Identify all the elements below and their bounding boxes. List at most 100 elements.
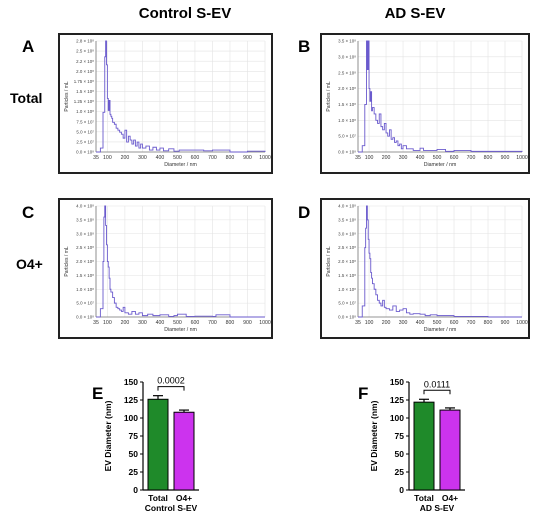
nta-a-x-tick-label: 400: [156, 155, 165, 161]
nta-b-x-axis-label: Diameter / nm: [424, 162, 457, 168]
nta-c-x-tick-label: 1000: [259, 320, 271, 326]
nta-b-y-tick-label: 3.5 × 10⁸: [338, 39, 356, 44]
nta-d-y-tick-label: 5.0 × 10⁷: [338, 301, 356, 306]
column-header-ad: AD S-EV: [384, 5, 446, 22]
nta-chart-d: 0.0 × 10⁸ 5.0 × 10⁷ 1.0 × 10⁸ 1.5 × 10⁸ 2.0 …: [326, 204, 528, 333]
nta-d-y-tick-label: 0.0 × 10⁸: [338, 315, 356, 320]
nta-d-x-tick-label: 400: [416, 320, 425, 326]
nta-c-y-tick-label: 5.0 × 10⁷: [76, 301, 94, 306]
nta-a-x-tick-label: 300: [138, 155, 147, 161]
nta-a-y-tick-label: 5.0 × 10⁷: [76, 129, 94, 134]
bar-e-y-tick-label: 25: [129, 467, 139, 477]
nta-d-y-tick-label: 3.0 × 10⁸: [338, 231, 356, 236]
nta-d-y-tick-label: 4.0 × 10⁸: [338, 204, 356, 209]
nta-a-y-tick-label: 0.0 × 10⁸: [76, 150, 94, 155]
bar-e-y-tick-label: 0: [133, 485, 138, 495]
nta-b-x-tick-label: 1000: [516, 155, 528, 161]
bar-e-y-tick-label: 100: [124, 413, 138, 423]
bar-f-y-tick-label: 75: [395, 431, 405, 441]
bar-f-x-axis-label: AD S-EV: [420, 503, 455, 513]
nta-a-x-tick-label: 200: [121, 155, 130, 161]
nta-c-y-tick-label: 1.0 × 10⁸: [76, 287, 94, 292]
nta-a-y-tick-label: 2.0 × 10⁸: [76, 69, 94, 74]
nta-b-y-tick-label: 5.0 × 10⁷: [338, 134, 356, 139]
bar-e-y-tick-label: 125: [124, 395, 138, 405]
bar-e-y-axis-label: EV Diameter (nm): [103, 400, 113, 471]
nta-panel-d: 0.0 × 10⁸ 5.0 × 10⁷ 1.0 × 10⁸ 1.5 × 10⁸ 2.0 …: [320, 198, 530, 339]
bar-e-y-tick-label: 75: [129, 431, 139, 441]
nta-c-x-tick-label: 900: [243, 320, 252, 326]
nta-b-x-tick-label: 400: [416, 155, 425, 161]
nta-a-y-tick-label: 2.5 × 10⁷: [76, 140, 94, 145]
nta-a-x-tick-label: 500: [173, 155, 182, 161]
panel-letter-f: F: [358, 384, 369, 403]
nta-d-y-tick-label: 2.5 × 10⁸: [338, 245, 356, 250]
nta-d-y-tick-label: 1.0 × 10⁸: [338, 287, 356, 292]
bar-f-y-tick-label: 100: [390, 413, 404, 423]
bar-f-y-tick-label: 50: [395, 449, 405, 459]
panel-letter-e: E: [92, 384, 104, 403]
nta-a-x-tick-label: 700: [208, 155, 217, 161]
nta-c-x-tick-label: 800: [226, 320, 235, 326]
panel-letter-a: A: [22, 37, 35, 56]
bar-e-significance-bracket: [157, 386, 185, 391]
bar-f-bar-o4: [439, 409, 461, 491]
nta-a-x-tick-label: 100: [103, 155, 112, 161]
nta-b-y-axis-label: Particles / mL: [326, 81, 332, 112]
nta-b-y-tick-label: 2.0 × 10⁸: [338, 86, 356, 91]
nta-b-y-tick-label: 1.0 × 10⁸: [338, 118, 356, 123]
nta-d-x-tick-label: 300: [399, 320, 408, 326]
nta-a-y-tick-label: 2.2 × 10⁸: [76, 59, 94, 64]
nta-c-x-tick-label: 300: [138, 320, 147, 326]
nta-c-x-tick-label: 100: [103, 320, 112, 326]
bar-e-x-axis-label: Control S-EV: [145, 503, 198, 513]
nta-b-x-tick-label: 900: [501, 155, 510, 161]
nta-a-y-tick-label: 2.8 × 10⁸: [76, 39, 94, 44]
bar-f-y-axis-label: EV Diameter (nm): [369, 400, 379, 471]
nta-c-trace: [96, 205, 265, 318]
nta-c-x-tick-label: 700: [208, 320, 217, 326]
nta-chart-c: 0.0 × 10⁸ 5.0 × 10⁷ 1.0 × 10⁸ 1.5 × 10⁸ 2.0 …: [64, 204, 271, 333]
nta-a-x-axis-label: Diameter / nm: [164, 162, 197, 168]
nta-a-y-tick-label: 1.5 × 10⁸: [76, 89, 94, 94]
nta-a-trace: [96, 40, 266, 153]
nta-c-x-tick-label: 35: [93, 320, 99, 326]
row-label-total: Total: [10, 90, 43, 106]
nta-d-x-tick-label: 35: [355, 320, 361, 326]
bar-f-y-tick-label: 25: [395, 467, 405, 477]
nta-b-x-tick-label: 800: [484, 155, 493, 161]
column-header-control: Control S-EV: [138, 5, 232, 22]
bar-f-y-tick-label: 125: [390, 395, 404, 405]
nta-a-x-tick-label: 1000: [259, 155, 271, 161]
nta-b-x-tick-label: 300: [399, 155, 408, 161]
bar-e-category-label: Total: [148, 493, 168, 503]
bar-chart-f: 0 25 50 75 100 125 150 Total O4+AD S-EV 0.0111 EV …: [369, 377, 465, 513]
nta-chart-b: 0.0 × 10⁸ 5.0 × 10⁷ 1.0 × 10⁸ 1.5 × 10⁸ 2.0 …: [326, 39, 528, 168]
nta-panel-c: 0.0 × 10⁸ 5.0 × 10⁷ 1.0 × 10⁸ 1.5 × 10⁸ 2.0 …: [58, 198, 273, 339]
nta-d-y-tick-label: 1.5 × 10⁸: [338, 273, 356, 278]
nta-b-y-tick-label: 3.0 × 10⁸: [338, 54, 356, 59]
nta-b-x-tick-label: 100: [365, 155, 374, 161]
nta-panel-a: 0.0 × 10⁸ 2.5 × 10⁷ 5.0 × 10⁷ 7.5 × 10⁷ 1.0 …: [58, 33, 273, 174]
nta-d-y-tick-label: 3.5 × 10⁸: [338, 217, 356, 222]
nta-a-y-tick-label: 1.25 × 10⁸: [74, 99, 94, 104]
nta-b-y-tick-label: 1.5 × 10⁸: [338, 102, 356, 107]
nta-a-y-tick-label: 2.5 × 10⁸: [76, 49, 94, 54]
nta-a-x-tick-label: 600: [191, 155, 200, 161]
bar-f-y-tick-label: 150: [390, 377, 404, 387]
nta-d-x-tick-label: 100: [365, 320, 374, 326]
nta-b-x-tick-label: 600: [450, 155, 459, 161]
nta-c-y-tick-label: 4.0 × 10⁸: [76, 204, 94, 209]
bar-chart-e: 0 25 50 75 100 125 150 Total O4+Control S-EV 0.00…: [103, 376, 199, 513]
nta-d-trace: [358, 205, 522, 318]
nta-b-trace: [358, 40, 523, 153]
nta-c-y-tick-label: 0.0 × 10⁸: [76, 315, 94, 320]
bar-e-y-tick-label: 150: [124, 377, 138, 387]
bar-f-category-label: O4+: [442, 493, 458, 503]
nta-a-x-tick-label: 900: [243, 155, 252, 161]
nta-a-y-tick-label: 1.75 × 10⁸: [74, 79, 94, 84]
bar-f-significance-bracket: [423, 389, 451, 395]
nta-d-x-tick-label: 200: [382, 320, 391, 326]
nta-b-x-tick-label: 35: [355, 155, 361, 161]
nta-d-x-tick-label: 900: [501, 320, 510, 326]
